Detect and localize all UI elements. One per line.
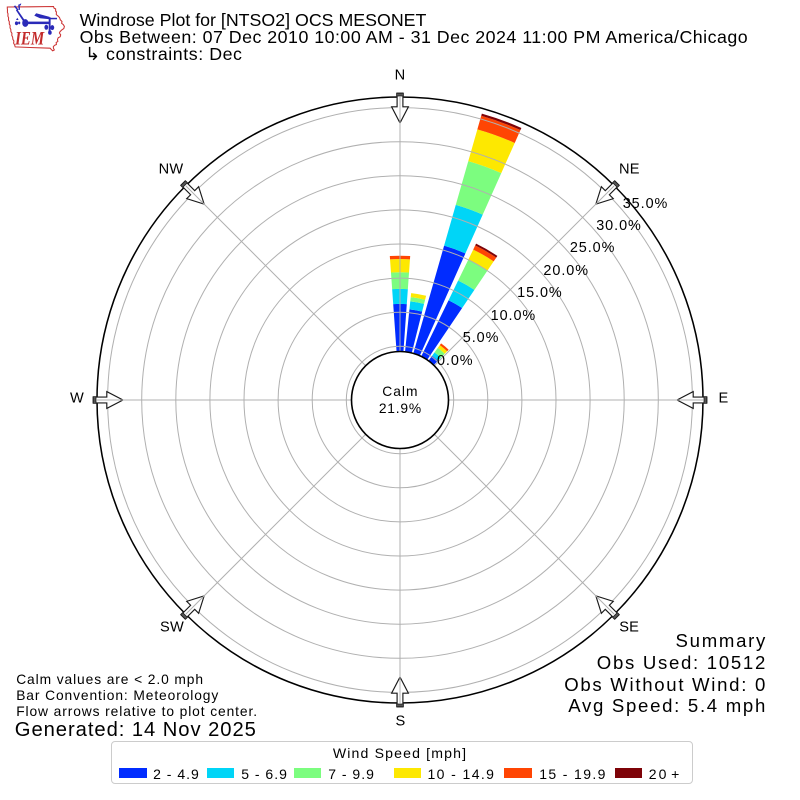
svg-text:IEM: IEM	[14, 28, 45, 49]
